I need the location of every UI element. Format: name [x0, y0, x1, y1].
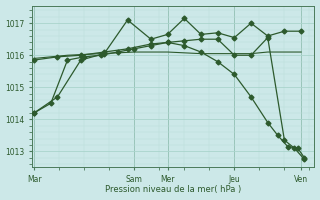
X-axis label: Pression niveau de la mer( hPa ): Pression niveau de la mer( hPa ) [105, 185, 242, 194]
